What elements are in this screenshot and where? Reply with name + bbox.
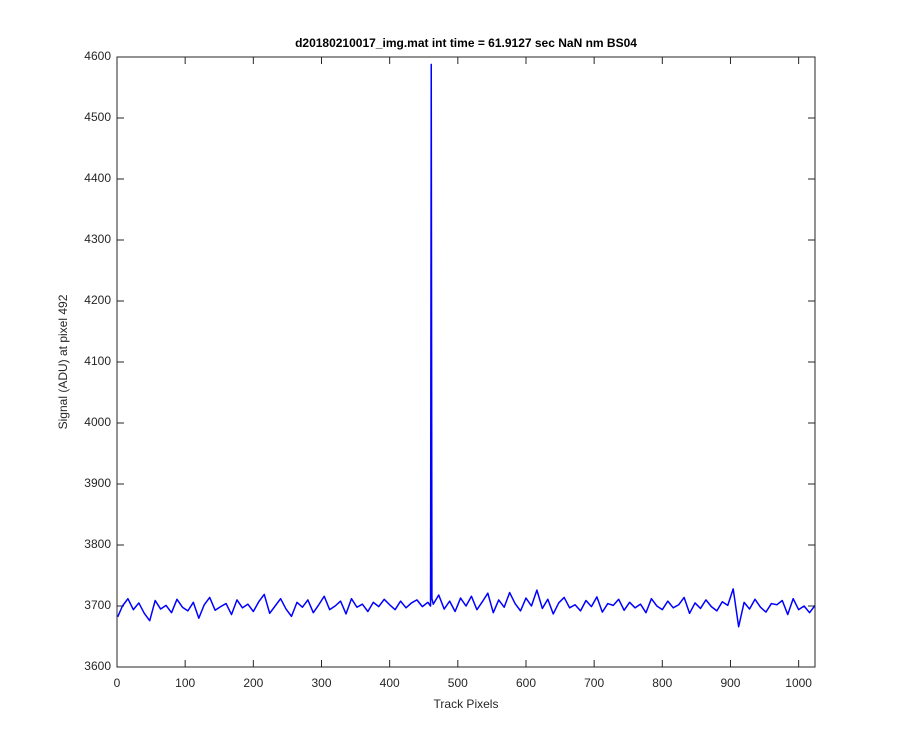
x-tick-label: 800 xyxy=(652,676,672,690)
chart-title: d20180210017_img.mat int time = 61.9127 … xyxy=(295,36,637,50)
y-tick-label: 4200 xyxy=(84,293,111,307)
x-tick-label: 100 xyxy=(175,676,195,690)
y-tick-label: 3600 xyxy=(84,659,111,673)
y-tick-label: 4600 xyxy=(84,49,111,63)
x-tick-label: 600 xyxy=(516,676,536,690)
y-tick-label: 4300 xyxy=(84,232,111,246)
data-line xyxy=(116,63,816,628)
y-axis-label: Signal (ADU) at pixel 492 xyxy=(56,294,70,429)
plot-frame xyxy=(116,56,816,668)
x-tick-label: 300 xyxy=(311,676,331,690)
y-tick-label: 3800 xyxy=(84,537,111,551)
x-tick-label: 400 xyxy=(380,676,400,690)
x-tick-label: 0 xyxy=(114,676,121,690)
y-tick-label: 4500 xyxy=(84,110,111,124)
y-tick-label: 4000 xyxy=(84,415,111,429)
y-tick-label: 3900 xyxy=(84,476,111,490)
x-tick-label: 1000 xyxy=(785,676,812,690)
x-tick-label: 900 xyxy=(720,676,740,690)
x-tick-label: 200 xyxy=(243,676,263,690)
x-tick-label: 700 xyxy=(584,676,604,690)
x-axis-label: Track Pixels xyxy=(434,697,499,711)
y-tick-label: 4400 xyxy=(84,171,111,185)
y-tick-label: 4100 xyxy=(84,354,111,368)
x-tick-label: 500 xyxy=(448,676,468,690)
y-tick-label: 3700 xyxy=(84,598,111,612)
